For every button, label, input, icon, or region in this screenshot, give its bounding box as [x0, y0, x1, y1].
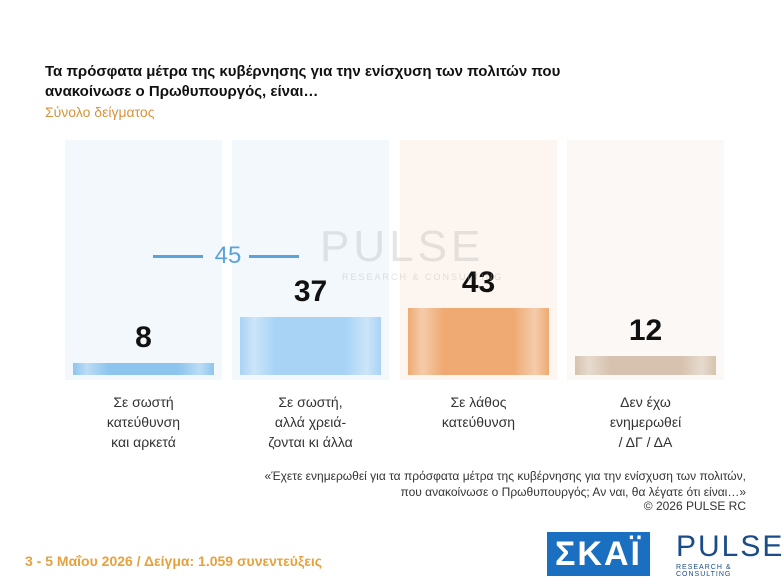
category-label: Σε λάθος κατεύθυνση [441, 394, 516, 430]
watermark-sub: RESEARCH & CONSULTING [342, 272, 504, 282]
bar [240, 317, 381, 375]
ref-label: 45 [214, 242, 242, 269]
reference-line: 45 [153, 242, 303, 270]
value-label: 43 [461, 265, 496, 299]
value-label: 8 [135, 320, 152, 354]
category-label: Δεν έχω ενημερωθεί / ΔΓ / ΔΑ [609, 394, 682, 450]
footer: 3 - 5 Μαΐου 2026 / Δείγμα: 1.059 συνεντε… [25, 553, 323, 569]
skai-logo: ΣΚΑΪ [547, 532, 650, 576]
question-note: «Έχετε ενημερωθεί για τα πρόσφατα μέτρα … [264, 469, 746, 499]
copyright: © 2026 PULSE RC [643, 499, 746, 513]
chart-subtitle: Σύνολο δείγματος [45, 104, 155, 120]
bar [575, 356, 716, 375]
value-label: 12 [628, 314, 663, 348]
chart-title: Τα πρόσφατα μέτρα της κυβέρνησης για την… [45, 63, 561, 100]
category-label: Σε σωστή κατεύθυνση και αρκετά [106, 394, 181, 450]
ref-dash [153, 255, 203, 258]
bar [73, 362, 214, 375]
category-label: Σε σωστή, αλλά χρειά- ζονται κι άλλα [268, 394, 353, 450]
pulse-logo: PULSE RESEARCH & CONSULTING [676, 530, 784, 578]
column-bg [567, 140, 724, 380]
column-bg [65, 140, 222, 380]
ref-dash [249, 255, 299, 258]
bar [408, 307, 549, 375]
value-label: 37 [293, 275, 328, 309]
watermark: PULSE [320, 222, 485, 271]
